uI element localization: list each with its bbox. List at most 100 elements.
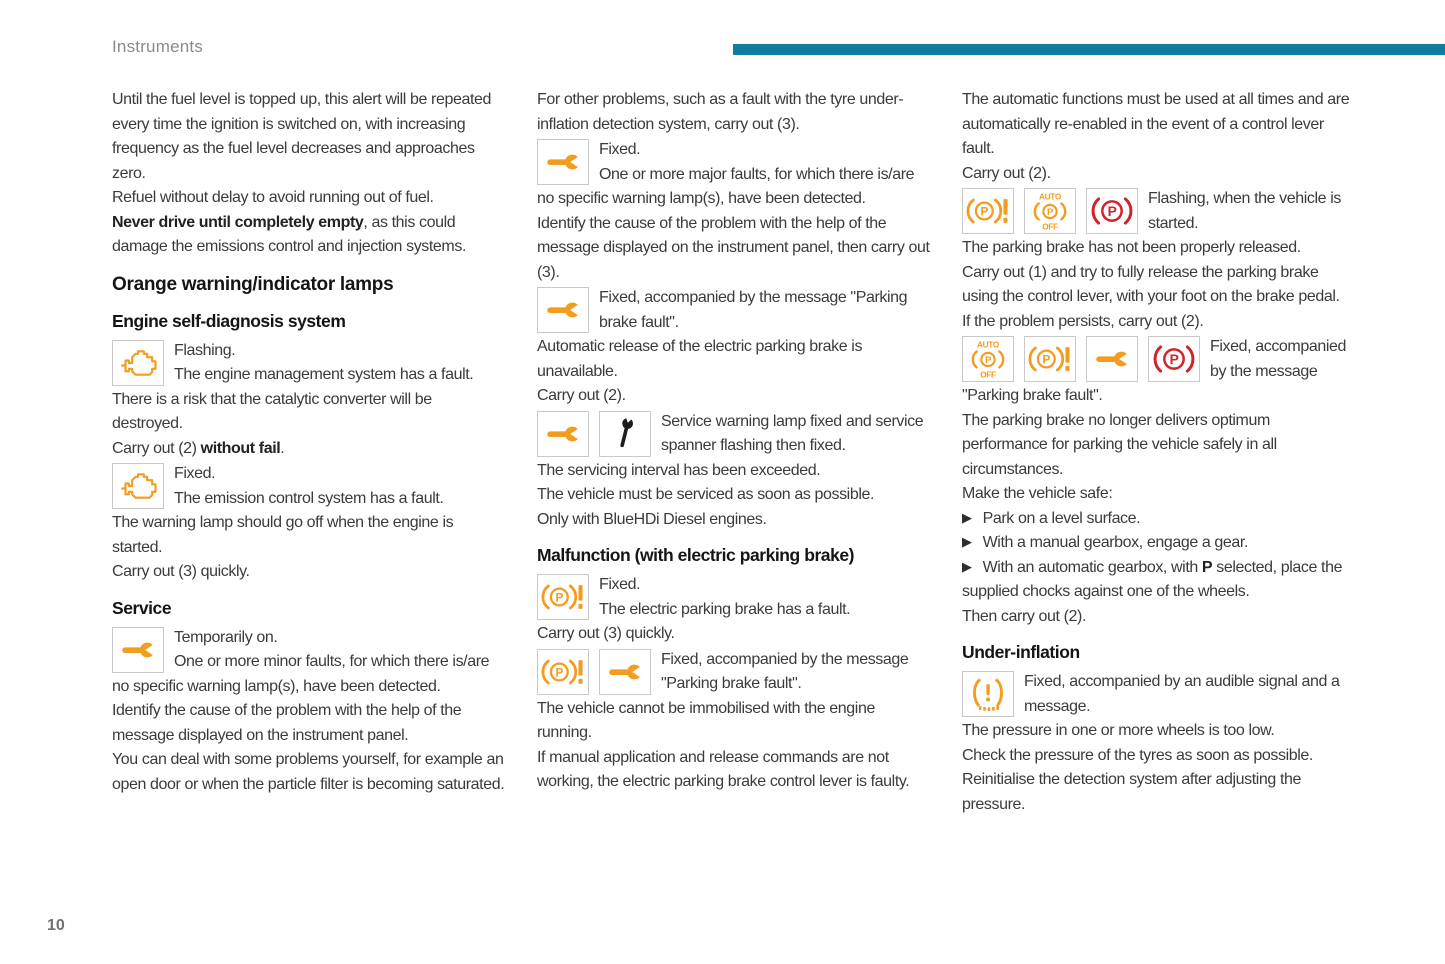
warning-lamp-entry: P Fixed, accompanied by the message "Park…: [537, 648, 930, 697]
paragraph: The servicing interval has been exceeded…: [537, 461, 821, 479]
paragraph: Carry out (3) quickly.: [537, 625, 675, 642]
paragraph: Automatic release of the electric parkin…: [537, 338, 863, 380]
svg-text:AUTO: AUTO: [1039, 192, 1062, 202]
service-wrench-lamp-icon: [1086, 336, 1138, 382]
paragraph: Identify the cause of the problem with t…: [537, 214, 930, 281]
paragraph: For other problems, such as a fault with…: [537, 91, 904, 133]
bullet-text: With an automatic gearbox, with P select…: [962, 558, 1343, 601]
paragraph: Refuel without delay to avoid running ou…: [112, 189, 434, 206]
svg-text:P: P: [1047, 207, 1054, 218]
bullet-text: With a manual gearbox, engage a gear.: [982, 534, 1249, 551]
warning-lamp-entry: Fixed, accompanied by an audible signal …: [962, 670, 1355, 719]
svg-text:P: P: [556, 665, 564, 679]
svg-text:P: P: [1108, 204, 1117, 219]
paragraph: The parking brake no longer delivers opt…: [962, 411, 1277, 478]
entry-text: Temporarily on. One or more minor faults,…: [112, 628, 490, 695]
bullet-arrow-icon: ▶: [962, 534, 972, 549]
paragraph: Never drive until completely empty, as t…: [112, 213, 467, 256]
warning-lamp-entry: Fixed. The emission control system has a …: [112, 462, 505, 511]
bullet-item: ▶ With a manual gearbox, engage a gear.: [962, 531, 1355, 556]
parking-brake-fault-lamp-icon: P: [537, 574, 589, 620]
svg-text:P: P: [556, 590, 564, 604]
paragraph: Carry out (2).: [962, 164, 1051, 182]
parking-brake-fault-lamp-icon: P: [962, 188, 1014, 234]
parking-brake-lamp-icon: P: [1148, 336, 1200, 382]
auto-parking-brake-off-lamp-icon: AUTO P OFF: [962, 336, 1014, 382]
svg-text:P: P: [1043, 352, 1051, 366]
bullet-item: ▶ Park on a level surface.: [962, 507, 1355, 532]
entry-text: Fixed, accompanied by the message "Parki…: [962, 338, 1346, 404]
svg-text:AUTO: AUTO: [977, 340, 1000, 350]
svg-text:OFF: OFF: [980, 369, 996, 379]
entry-text: Fixed. The electric parking brake has a f…: [599, 576, 851, 618]
svg-text:P: P: [1170, 352, 1179, 367]
paragraph: Reinitialise the detection system after …: [962, 771, 1301, 813]
service-wrench-lamp-icon: [537, 139, 589, 185]
parking-brake-fault-lamp-icon: P: [1024, 336, 1076, 382]
paragraph: Carry out (3) quickly.: [112, 563, 250, 580]
svg-text:P: P: [981, 204, 989, 218]
section-heading: Engine self-diagnosis system: [112, 310, 346, 331]
service-wrench-lamp-icon: [537, 410, 589, 457]
section-heading: Service: [112, 597, 172, 618]
entry-text: Fixed. One or more major faults, for whic…: [537, 141, 915, 207]
paragraph: There is a risk that the catalytic conve…: [112, 390, 432, 433]
entry-text: Fixed, accompanied by an audible signal …: [1024, 673, 1340, 715]
auto-parking-brake-off-lamp-icon: AUTO P OFF: [1024, 188, 1076, 234]
column-2: For other problems, such as a fault with…: [537, 88, 930, 817]
paragraph: If the problem persists, carry out (2).: [962, 312, 1204, 330]
warning-lamp-entry: P AUTO P OFF P Flashing, when the vehicle is …: [962, 187, 1355, 236]
paragraph: Then carry out (2).: [962, 607, 1087, 625]
column-1: Until the fuel level is topped up, this …: [112, 88, 505, 817]
paragraph: Only with BlueHDi Diesel engines.: [537, 510, 767, 528]
svg-text:P: P: [985, 355, 992, 366]
section-heading: Under-inflation: [962, 642, 1080, 662]
paragraph: The automatic functions must be used at …: [962, 91, 1350, 157]
paragraph: The warning lamp should go off when the …: [112, 514, 454, 556]
page-header: Instruments: [112, 37, 204, 56]
paragraph: The parking brake has not been properly …: [962, 239, 1301, 256]
service-wrench-lamp-icon: [112, 626, 164, 673]
warning-lamp-entry: Flashing. The engine management system ha…: [112, 339, 505, 388]
paragraph: The pressure in one or more wheels is to…: [962, 722, 1275, 739]
paragraph: You can deal with some problems yourself…: [112, 751, 505, 793]
paragraph: Identify the cause of the problem with t…: [112, 702, 462, 744]
entry-text: Service warning lamp fixed and service s…: [661, 412, 924, 455]
content-columns: Until the fuel level is topped up, this …: [112, 88, 1355, 817]
entry-text: Fixed, accompanied by the message "Parki…: [661, 650, 909, 693]
entry-text: Flashing, when the vehicle is started.: [1148, 190, 1341, 232]
section-heading: Malfunction (with electric parking brake…: [537, 545, 855, 565]
paragraph: Check the pressure of the tyres as soon …: [962, 746, 1313, 764]
engine-warning-lamp-icon: [112, 463, 164, 509]
warning-lamp-entry: AUTO P OFF P P Fixed, accompanied by the mess…: [962, 335, 1355, 409]
bullet-item: ▶ With an automatic gearbox, with P selec…: [962, 556, 1355, 605]
bullet-text: Park on a level surface.: [982, 509, 1141, 527]
service-spanner-indicator-icon: [599, 410, 651, 457]
parking-brake-fault-lamp-icon: P: [537, 648, 589, 695]
bullet-arrow-icon: ▶: [962, 509, 972, 525]
entry-text: Fixed, accompanied by the message "Parki…: [599, 289, 908, 331]
column-3: The automatic functions must be used at …: [962, 88, 1355, 817]
paragraph: The vehicle cannot be immobilised with t…: [537, 699, 875, 742]
warning-lamp-entry: Temporarily on. One or more minor faults,…: [112, 626, 505, 700]
paragraph: Carry out (2).: [537, 387, 626, 404]
section-heading: Orange warning/indicator lamps: [112, 273, 394, 295]
entry-text: Fixed. The emission control system has a …: [174, 465, 444, 507]
warning-lamp-entry: Service warning lamp fixed and service s…: [537, 410, 930, 459]
paragraph: Until the fuel level is topped up, this …: [112, 91, 491, 182]
paragraph: The vehicle must be serviced as soon as …: [537, 486, 875, 503]
paragraph: Carry out (1) and try to fully release t…: [962, 263, 1340, 306]
paragraph: If manual application and release comman…: [537, 748, 910, 791]
warning-lamp-entry: Fixed. One or more major faults, for whic…: [537, 138, 930, 212]
engine-warning-lamp-icon: [112, 339, 164, 386]
page-number: 10: [47, 917, 65, 934]
svg-text:OFF: OFF: [1042, 221, 1058, 231]
bullet-arrow-icon: ▶: [962, 558, 972, 574]
paragraph: Make the vehicle safe:: [962, 485, 1113, 502]
service-wrench-lamp-icon: [599, 648, 651, 695]
accent-bar: [733, 44, 1445, 55]
warning-lamp-entry: Fixed, accompanied by the message "Parki…: [537, 286, 930, 335]
paragraph: Carry out (2) without fail.: [112, 439, 285, 457]
warning-lamp-entry: P Fixed. The electric parking brake has a …: [537, 573, 930, 622]
under-inflation-lamp-icon: [962, 671, 1014, 717]
